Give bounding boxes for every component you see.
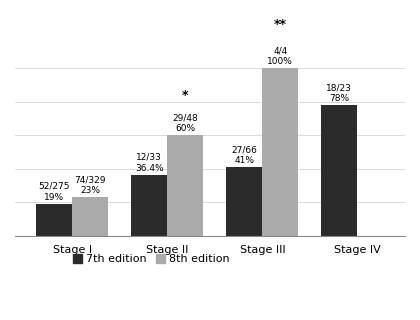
Text: 74/329: 74/329 (74, 175, 106, 184)
Text: **: ** (274, 18, 287, 31)
Bar (131, 175, 167, 236)
Text: 29/48: 29/48 (172, 113, 198, 122)
Text: *: * (182, 89, 189, 102)
Text: 12/33: 12/33 (136, 153, 162, 162)
Bar (36, 204, 72, 236)
Bar (226, 167, 262, 236)
Text: 100%: 100% (268, 57, 293, 66)
Bar (167, 135, 203, 236)
Bar (321, 105, 357, 236)
Bar (72, 197, 108, 236)
Text: 23%: 23% (80, 186, 100, 195)
Text: 27/66: 27/66 (231, 145, 257, 154)
Text: 78%: 78% (329, 94, 349, 103)
Text: 41%: 41% (234, 156, 254, 165)
Text: 36.4%: 36.4% (135, 164, 163, 173)
Text: 60%: 60% (175, 124, 195, 133)
Text: 18/23: 18/23 (326, 83, 352, 92)
Legend: 7th edition, 8th edition: 7th edition, 8th edition (68, 250, 234, 269)
Bar (262, 68, 299, 236)
Text: 52/275: 52/275 (38, 182, 70, 191)
Text: 4/4: 4/4 (273, 46, 288, 55)
Text: 19%: 19% (44, 193, 64, 202)
